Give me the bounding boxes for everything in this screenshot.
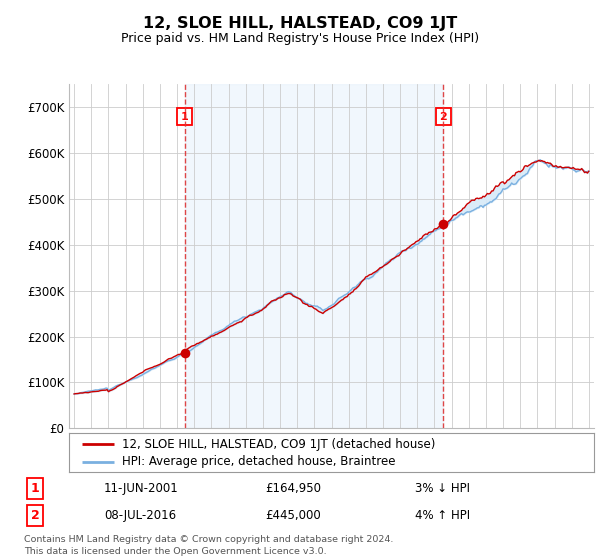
Text: 2: 2 — [31, 509, 40, 522]
Text: Price paid vs. HM Land Registry's House Price Index (HPI): Price paid vs. HM Land Registry's House … — [121, 32, 479, 45]
Text: 12, SLOE HILL, HALSTEAD, CO9 1JT (detached house): 12, SLOE HILL, HALSTEAD, CO9 1JT (detach… — [121, 437, 435, 451]
Text: HPI: Average price, detached house, Braintree: HPI: Average price, detached house, Brai… — [121, 455, 395, 469]
Text: 1: 1 — [181, 111, 188, 122]
Text: 11-JUN-2001: 11-JUN-2001 — [104, 483, 179, 496]
Text: 08-JUL-2016: 08-JUL-2016 — [104, 509, 176, 522]
Text: 12, SLOE HILL, HALSTEAD, CO9 1JT: 12, SLOE HILL, HALSTEAD, CO9 1JT — [143, 16, 457, 31]
Bar — [185, 84, 443, 428]
Text: 1: 1 — [31, 483, 40, 496]
Text: Contains HM Land Registry data © Crown copyright and database right 2024.: Contains HM Land Registry data © Crown c… — [24, 535, 394, 544]
Text: £164,950: £164,950 — [265, 483, 322, 496]
Text: 2: 2 — [439, 111, 447, 122]
Text: 3% ↓ HPI: 3% ↓ HPI — [415, 483, 470, 496]
Text: £445,000: £445,000 — [265, 509, 321, 522]
Text: This data is licensed under the Open Government Licence v3.0.: This data is licensed under the Open Gov… — [24, 547, 326, 556]
Text: 4% ↑ HPI: 4% ↑ HPI — [415, 509, 470, 522]
